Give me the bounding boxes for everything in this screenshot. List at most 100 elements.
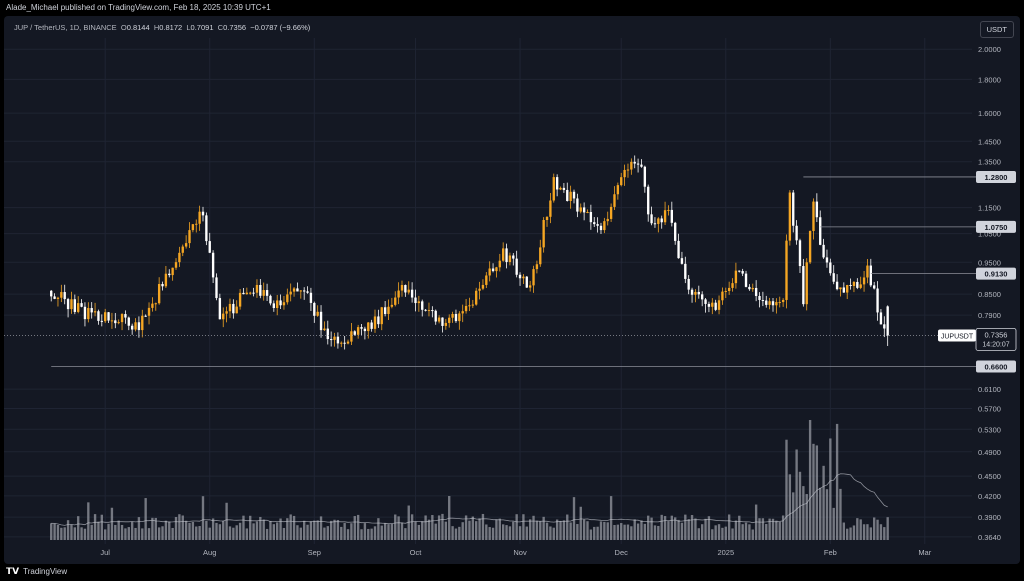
volume-bar bbox=[515, 514, 518, 540]
chart-panel[interactable]: 2.0000 1.8000 1.6000 1.4500 1.3500 1.1500 1.05… bbox=[4, 16, 1020, 564]
volume-bar bbox=[680, 522, 684, 540]
candle-body bbox=[276, 300, 279, 309]
candle-body bbox=[421, 301, 424, 310]
candle-body bbox=[97, 311, 100, 321]
volume-bar bbox=[653, 525, 657, 540]
candle-body bbox=[414, 297, 417, 304]
candle-body bbox=[694, 291, 697, 295]
volume-bar bbox=[208, 527, 211, 540]
low-label: L bbox=[186, 23, 191, 32]
y-tick-label: 0.3900 bbox=[978, 513, 1001, 522]
candle-body bbox=[606, 218, 609, 222]
volume-bar bbox=[201, 496, 205, 540]
y-tick-label: 1.4500 bbox=[978, 137, 1001, 146]
candle-body bbox=[151, 303, 154, 308]
candle-body bbox=[313, 302, 316, 316]
candle-body bbox=[120, 314, 124, 323]
candle-body bbox=[643, 166, 647, 187]
volume-bar bbox=[525, 526, 528, 540]
candle-body bbox=[329, 339, 333, 341]
candle-body bbox=[690, 289, 694, 295]
open-label: O bbox=[120, 23, 127, 32]
candle-body bbox=[252, 292, 255, 294]
volume-bar bbox=[572, 497, 576, 540]
candle-body bbox=[549, 200, 552, 217]
candle-body bbox=[353, 331, 356, 335]
candle-body bbox=[866, 265, 869, 278]
candle-body bbox=[468, 305, 471, 307]
volume-bar bbox=[731, 528, 734, 540]
candle-body bbox=[168, 273, 171, 276]
volume-bar bbox=[56, 524, 60, 540]
candle-body bbox=[667, 209, 670, 211]
current-price-value: 0.7356 bbox=[985, 330, 1008, 339]
bar-countdown: 14:20:07 bbox=[982, 341, 1009, 348]
candle-body bbox=[721, 291, 724, 301]
candle-body bbox=[515, 258, 518, 275]
candle-body bbox=[191, 224, 195, 231]
candle-body bbox=[603, 221, 606, 231]
volume-bar bbox=[579, 506, 582, 540]
level-label: 0.6600 bbox=[985, 363, 1008, 372]
y-tick-label: 0.8500 bbox=[978, 290, 1001, 299]
volume-bar bbox=[711, 529, 714, 540]
candle-body bbox=[653, 223, 657, 225]
candle-body bbox=[714, 302, 717, 310]
volume-bar bbox=[333, 519, 336, 540]
candle-body bbox=[822, 244, 825, 258]
volume-bar bbox=[724, 526, 727, 540]
candle-body bbox=[397, 290, 400, 298]
volume-bar bbox=[218, 524, 222, 540]
volume-bar bbox=[124, 528, 127, 540]
volume-bar bbox=[168, 521, 171, 540]
volume-bar bbox=[427, 519, 431, 540]
candle-body bbox=[141, 315, 144, 331]
y-tick-label: 2.0000 bbox=[978, 45, 1001, 54]
volume-bar bbox=[677, 519, 680, 540]
candle-body bbox=[525, 276, 528, 288]
volume-bar bbox=[832, 507, 835, 540]
volume-bar bbox=[765, 523, 768, 540]
candle-body bbox=[104, 312, 107, 322]
volume-bar bbox=[606, 522, 609, 540]
volume-bar bbox=[879, 524, 883, 540]
x-tick-label: Feb bbox=[824, 548, 837, 557]
volume-bar bbox=[883, 527, 886, 540]
candle-body bbox=[734, 270, 738, 284]
volume-bar bbox=[93, 514, 97, 540]
price-chart[interactable]: 2.0000 1.8000 1.6000 1.4500 1.3500 1.1500 1.05… bbox=[4, 16, 1020, 564]
candle-body bbox=[825, 257, 829, 263]
volume-bar bbox=[582, 519, 586, 540]
volume-bar bbox=[775, 520, 778, 540]
volume-bar bbox=[535, 520, 539, 540]
y-tick-label: 0.7900 bbox=[978, 311, 1001, 320]
candle-body bbox=[181, 246, 184, 253]
volume-bar bbox=[63, 527, 66, 540]
volume-bar bbox=[781, 515, 785, 540]
volume-bar bbox=[313, 520, 316, 540]
volume-bar bbox=[130, 521, 134, 540]
candle-body bbox=[461, 311, 464, 314]
volume-bar bbox=[603, 521, 606, 540]
candle-body bbox=[650, 214, 653, 224]
candle-body bbox=[876, 288, 879, 313]
candle-body bbox=[377, 316, 380, 325]
candle-body bbox=[846, 285, 849, 293]
volume-bar bbox=[80, 527, 83, 540]
x-tick-label: Sep bbox=[308, 548, 321, 557]
volume-bar bbox=[495, 519, 498, 540]
volume-bar bbox=[623, 524, 626, 540]
candle-body bbox=[60, 292, 63, 298]
candle-body bbox=[815, 201, 819, 218]
candle-body bbox=[309, 292, 313, 303]
candle-body bbox=[161, 283, 164, 287]
candle-body bbox=[586, 212, 589, 214]
volume-bar bbox=[481, 513, 485, 540]
currency-button[interactable]: USDT bbox=[979, 21, 1014, 38]
candle-body bbox=[697, 291, 700, 295]
volume-bar bbox=[421, 521, 424, 540]
y-tick-label: 1.3500 bbox=[978, 158, 1001, 167]
candle-body bbox=[343, 342, 346, 344]
candle-body bbox=[431, 310, 434, 312]
volume-bar bbox=[620, 523, 623, 540]
